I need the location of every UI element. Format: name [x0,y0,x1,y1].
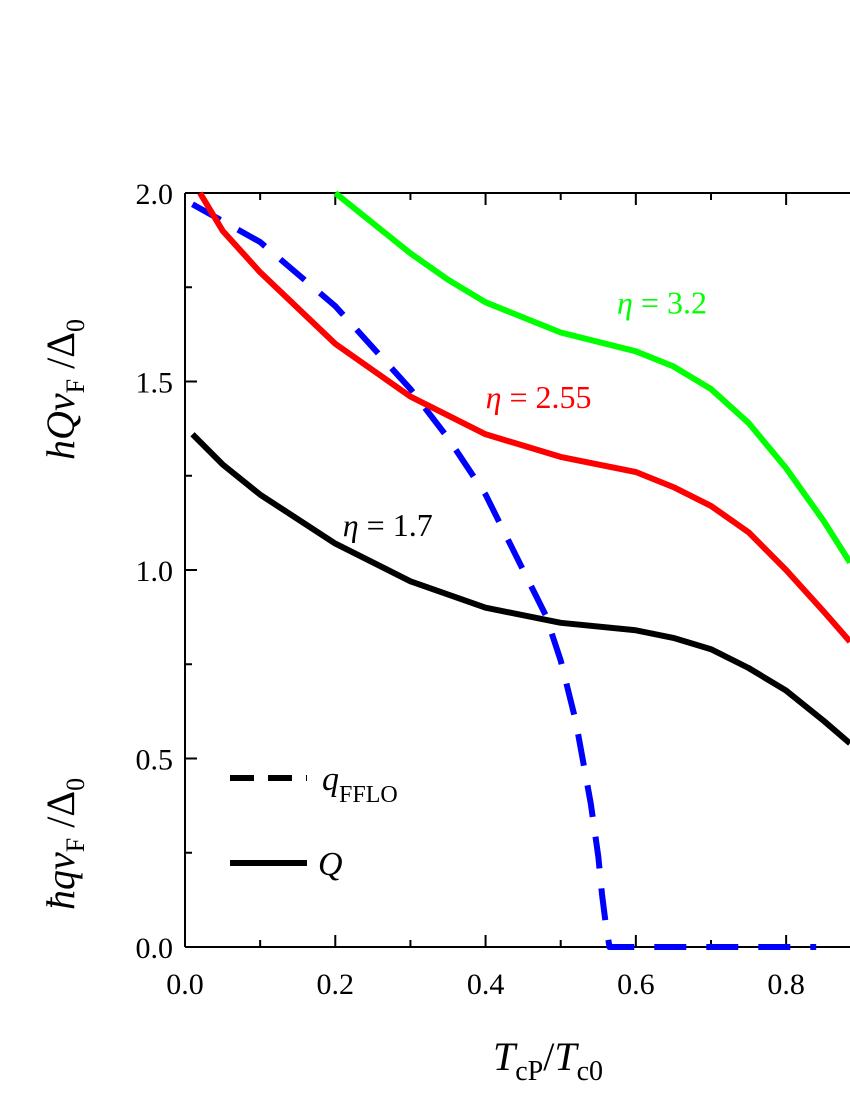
y-lower-delta: Δ [38,791,83,817]
y-lower-h: ħ [38,890,83,910]
annotation-eta-symbol: η [617,285,633,321]
y-upper-vsub: F [61,379,90,393]
x-title-sub2: c0 [577,1056,603,1087]
y-upper-Q: Q [38,411,83,440]
annotation-eta-value: = 3.2 [633,285,707,321]
legend-qfflo-main: q [322,761,339,798]
series-line-1 [190,432,850,746]
y-lower-q: q [38,870,83,890]
annotation-eta-value: = 2.55 [501,379,591,415]
series-line-3 [333,190,850,565]
x-title-T1: T [493,1034,518,1079]
series-line-2 [197,191,850,644]
annotation-layer: η = 3.2η = 2.55η = 1.7 [343,285,707,543]
y-tick-label: 0.0 [136,932,174,965]
annotation-eta-symbol: η [486,379,502,415]
y-upper-v: v [38,393,83,411]
legend-label-Q: Q [318,846,343,883]
legend: qFFLO Q [230,761,398,883]
y-lower-slash: / [38,816,83,838]
x-tick-label: 0.2 [317,968,355,1001]
y-lower-v: v [38,852,83,870]
annotation-eta-symbol: η [343,507,359,543]
annotation-eta-0: η = 3.2 [617,285,707,321]
y-upper-h: h [38,440,83,460]
legend-qfflo-sub: FFLO [339,782,398,808]
y-lower-dsub: 0 [61,778,90,791]
x-tick-label: 0.0 [166,968,204,1001]
y-tick-label: 0.5 [136,744,174,777]
y-tick-label: 1.0 [136,555,174,588]
annotation-eta-1: η = 2.55 [486,379,592,415]
y-tick-label: 1.5 [136,367,174,400]
y-axis-title-lower: ħqvF /Δ0 [38,778,90,910]
x-title-slash: / [543,1034,555,1079]
annotation-eta-2: η = 1.7 [343,507,433,543]
axis-titles: TcP/Tc0 hQvF /Δ0 ħqvF /Δ0 [38,319,603,1087]
x-title-T2: T [554,1034,579,1079]
series-layer [190,190,850,950]
legend-label-qfflo: qFFLO [322,761,398,808]
x-tick-label: 0.6 [617,968,655,1001]
y-upper-delta: Δ [38,332,83,358]
series-line-0 [191,201,817,950]
x-tick-label: 0.4 [467,968,505,1001]
x-title-sub1: cP [515,1056,543,1087]
axes: 0.0 0.2 0.4 0.6 0.8 0.0 0.5 1.0 1.5 2.0 [136,178,850,1001]
y-lower-vsub: F [61,838,90,852]
y-upper-slash: / [38,357,83,379]
y-axis-title-upper: hQvF /Δ0 [38,319,90,460]
x-tick-label: 0.8 [767,968,805,1001]
y-tick-label: 2.0 [136,178,174,211]
legend-Q-main: Q [318,846,343,883]
y-upper-dsub: 0 [61,319,90,332]
x-axis-title: TcP/Tc0 [493,1034,603,1087]
annotation-eta-value: = 1.7 [359,507,433,543]
